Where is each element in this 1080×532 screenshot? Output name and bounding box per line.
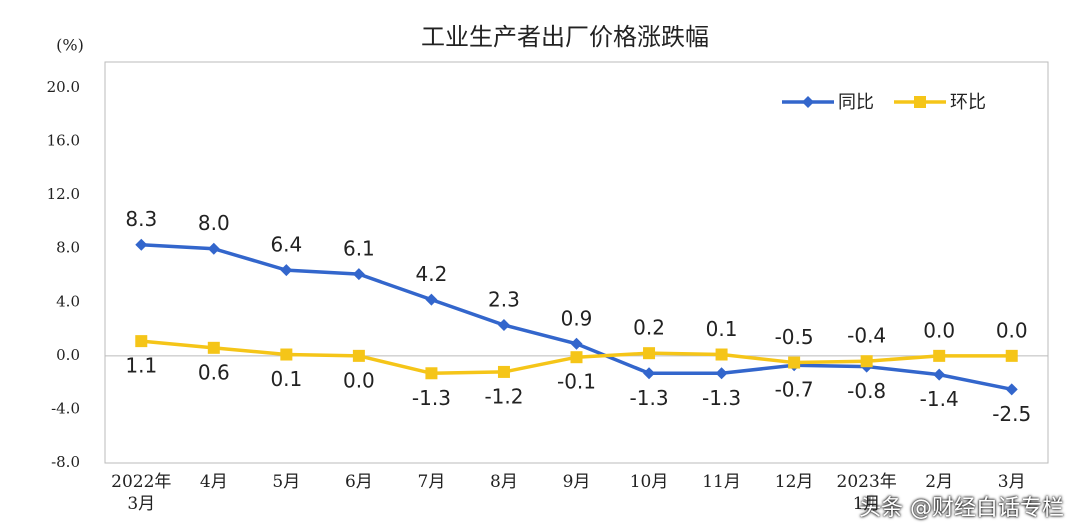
data-label: 6.1 bbox=[343, 237, 375, 261]
marker bbox=[860, 355, 873, 368]
marker bbox=[1005, 383, 1018, 396]
data-label: 0.9 bbox=[561, 306, 593, 330]
y-tick-label: 12.0 bbox=[47, 185, 80, 203]
x-tick-label: 3月 bbox=[997, 472, 1026, 492]
marker bbox=[570, 351, 583, 364]
marker bbox=[207, 242, 220, 255]
y-tick-label: 8.0 bbox=[56, 239, 80, 257]
marker bbox=[1005, 349, 1018, 362]
legend-marker bbox=[802, 96, 814, 108]
x-tick-label: 6月 bbox=[344, 472, 373, 492]
data-label: -1.2 bbox=[484, 384, 523, 408]
marker bbox=[570, 337, 583, 350]
legend-label: 环比 bbox=[950, 92, 986, 113]
data-label: -2.5 bbox=[992, 402, 1031, 426]
marker bbox=[207, 341, 220, 354]
data-label: 2.3 bbox=[488, 288, 520, 312]
marker bbox=[352, 349, 365, 362]
data-label: -1.3 bbox=[702, 386, 741, 410]
data-label: -0.7 bbox=[775, 378, 814, 402]
x-tick-label: 2022年 3月 bbox=[111, 472, 172, 514]
y-tick-label: 20.0 bbox=[47, 78, 80, 96]
watermark: 头条 @财经白话专栏 bbox=[859, 496, 1064, 521]
y-axis-label: (%) bbox=[56, 36, 84, 55]
data-label: -1.4 bbox=[920, 387, 959, 411]
marker bbox=[643, 367, 656, 380]
data-label: 0.6 bbox=[198, 360, 230, 384]
x-tick-label: 11月 bbox=[702, 472, 741, 492]
data-label: 6.4 bbox=[270, 233, 302, 257]
data-label: -1.3 bbox=[630, 386, 669, 410]
marker bbox=[933, 349, 946, 362]
plot-frame bbox=[104, 61, 1049, 464]
x-tick-label: 2月 bbox=[925, 472, 954, 492]
marker bbox=[497, 319, 510, 332]
x-tick-label: 12月 bbox=[774, 472, 814, 492]
x-tick-label: 10月 bbox=[629, 472, 669, 492]
marker bbox=[788, 356, 801, 369]
marker bbox=[715, 348, 728, 361]
marker bbox=[497, 365, 510, 378]
marker bbox=[280, 348, 293, 361]
data-label: -1.3 bbox=[412, 386, 451, 410]
data-label: -0.4 bbox=[847, 324, 886, 348]
x-tick-label: 5月 bbox=[272, 472, 301, 492]
data-label: 0.1 bbox=[270, 367, 302, 391]
x-tick-label: 8月 bbox=[490, 472, 518, 492]
data-label: 0.1 bbox=[706, 317, 738, 341]
data-label: 0.0 bbox=[923, 318, 955, 342]
y-tick-label: 0.0 bbox=[56, 346, 80, 364]
data-label: -0.8 bbox=[847, 379, 886, 403]
data-label: 8.0 bbox=[198, 211, 230, 235]
marker bbox=[425, 293, 438, 306]
data-label: -0.1 bbox=[557, 370, 596, 394]
y-tick-label: -8.0 bbox=[51, 453, 80, 471]
data-label: 0.0 bbox=[996, 318, 1028, 342]
chart-title: 工业生产者出厂价格涨跌幅 bbox=[421, 23, 709, 51]
marker bbox=[425, 367, 438, 380]
data-label: 0.0 bbox=[343, 368, 375, 392]
marker bbox=[715, 367, 728, 380]
legend-marker bbox=[914, 96, 926, 108]
data-label: 8.3 bbox=[125, 207, 157, 231]
y-tick-label: 4.0 bbox=[56, 292, 80, 310]
marker bbox=[352, 268, 365, 281]
x-tick-label: 9月 bbox=[562, 472, 591, 492]
x-tick-label: 7月 bbox=[417, 472, 446, 492]
y-tick-label: 16.0 bbox=[47, 132, 80, 150]
data-label: 1.1 bbox=[125, 354, 157, 378]
legend-label: 同比 bbox=[838, 92, 874, 113]
y-tick-label: -4.0 bbox=[51, 399, 80, 417]
marker bbox=[643, 347, 656, 360]
x-tick-label: 2023年 1月 bbox=[836, 472, 897, 514]
marker bbox=[280, 264, 293, 277]
x-tick-label: 4月 bbox=[199, 472, 228, 492]
data-label: 0.2 bbox=[633, 316, 665, 340]
marker bbox=[135, 335, 148, 348]
data-label: -0.5 bbox=[775, 325, 814, 349]
marker bbox=[933, 368, 946, 381]
marker bbox=[135, 238, 148, 251]
data-label: 4.2 bbox=[416, 262, 448, 286]
